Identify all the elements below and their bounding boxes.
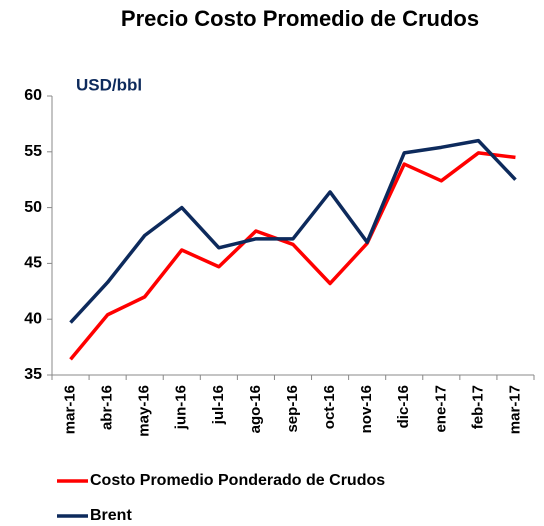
y-tick-label: 35 — [24, 366, 42, 383]
x-tick-label: abr-16 — [99, 385, 116, 430]
series-line — [69, 138, 517, 324]
y-axis-label: USD/bbl — [76, 75, 142, 94]
x-tick-label: ago-16 — [247, 385, 264, 433]
series-line — [69, 151, 516, 361]
y-tick-label: 60 — [24, 87, 42, 104]
x-tick-label: mar-16 — [62, 385, 79, 434]
x-tick-label: dic-16 — [395, 385, 412, 428]
x-tick-label: feb-17 — [469, 385, 486, 429]
y-tick-label: 40 — [24, 310, 42, 327]
legend-label: Costo Promedio Ponderado de Crudos — [90, 472, 385, 489]
x-tick-label: jun-16 — [173, 385, 190, 430]
chart-title: Precio Costo Promedio de Crudos — [121, 6, 479, 31]
y-tick-label: 45 — [24, 255, 42, 272]
x-tick-label: oct-16 — [321, 385, 338, 429]
legend-label: Brent — [90, 507, 132, 524]
x-tick-label: ene-17 — [432, 385, 449, 433]
x-tick-label: jul-16 — [210, 385, 227, 425]
x-tick-label: sep-16 — [284, 385, 301, 433]
y-tick-label: 50 — [24, 199, 42, 216]
x-tick-label: may-16 — [136, 385, 153, 437]
x-tick-label: mar-17 — [506, 385, 523, 434]
y-tick-label: 55 — [24, 143, 42, 160]
x-tick-label: nov-16 — [358, 385, 375, 433]
